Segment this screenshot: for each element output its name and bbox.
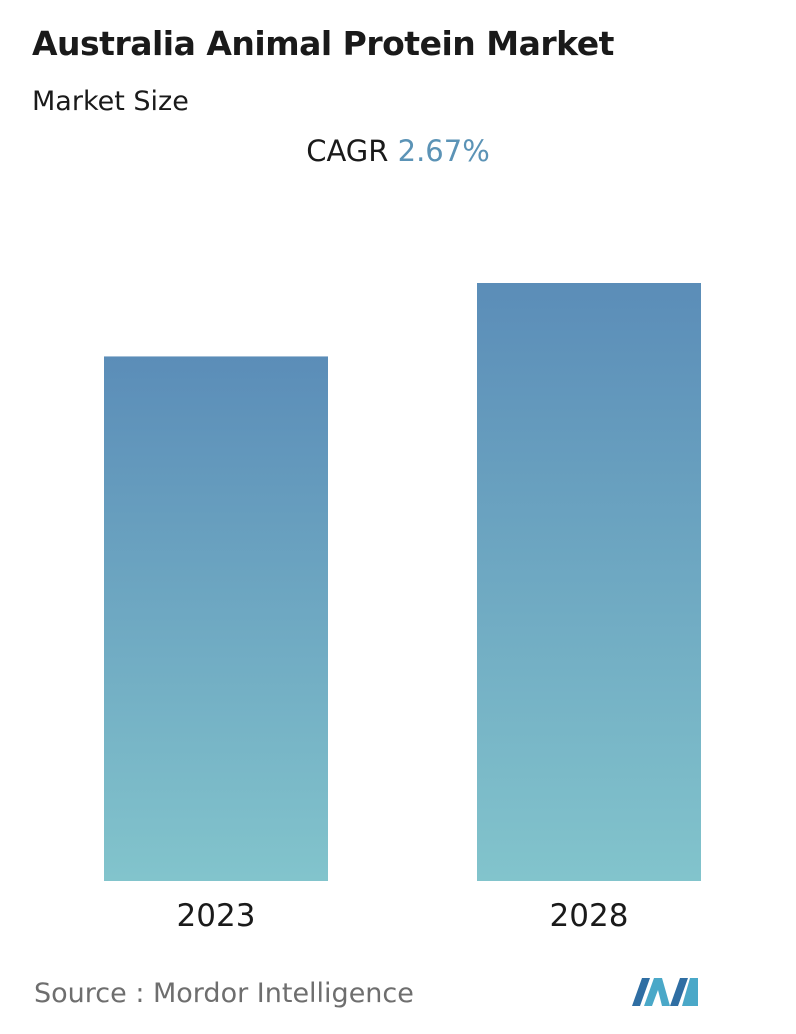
cagr-text: CAGR 2.67% (0, 134, 796, 168)
cagr-label: CAGR (306, 134, 389, 168)
x-tick-label-2028: 2028 (550, 898, 629, 934)
x-tick-label-2023: 2023 (177, 898, 256, 934)
bar-2023 (104, 356, 328, 881)
chart-title: Australia Animal Protein Market (32, 24, 614, 63)
bar-chart: 2023 2028 (104, 283, 701, 934)
cagr-value: 2.67% (397, 134, 490, 168)
mordor-intelligence-logo-icon (632, 970, 700, 1012)
chart-subtitle: Market Size (32, 86, 189, 117)
source-text: Source : Mordor Intelligence (34, 978, 414, 1009)
bar-2028 (477, 283, 701, 881)
